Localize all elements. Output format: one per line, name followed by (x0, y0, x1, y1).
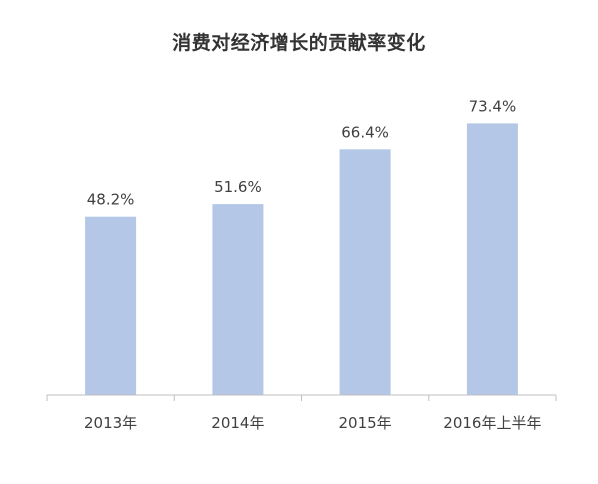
bar-2 (212, 204, 264, 395)
bar-1 (85, 216, 137, 395)
x-tick-label-2: 2014年 (211, 414, 264, 432)
x-tick-label-4: 2016年上半年 (443, 414, 541, 432)
x-tick-label-1: 2013年 (84, 414, 137, 432)
x-tick-label-3: 2015年 (339, 414, 392, 432)
data-label-2: 51.6% (214, 178, 262, 196)
chart-title: 消费对经济增长的贡献率变化 (172, 32, 426, 54)
data-label-3: 66.4% (341, 123, 389, 141)
data-label-1: 48.2% (87, 191, 135, 209)
data-label-4: 73.4% (469, 97, 517, 115)
bar-3 (339, 149, 391, 395)
bar-4 (466, 123, 518, 396)
